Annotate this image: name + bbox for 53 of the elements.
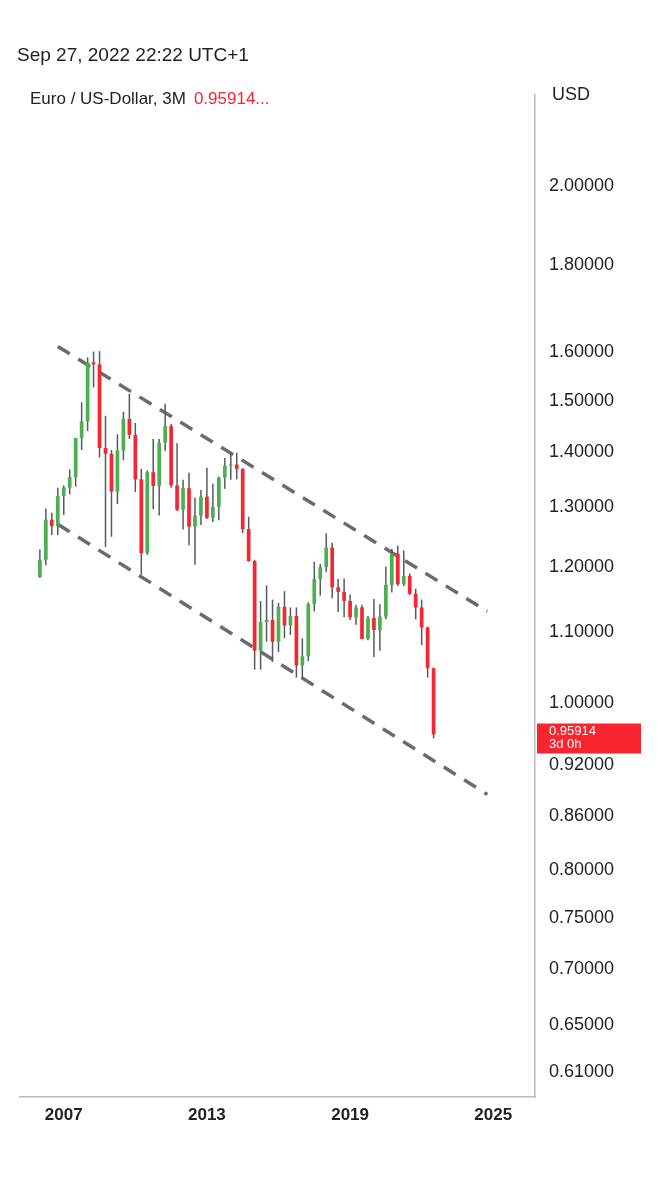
candlestick: [324, 532, 329, 573]
y-tick-label: 1.00000: [549, 692, 615, 713]
x-tick-label: 2013: [188, 1104, 226, 1124]
candlestick: [61, 484, 66, 516]
y-tick-label: 0.70000: [549, 958, 615, 979]
candlestick: [151, 438, 156, 510]
candlestick: [407, 572, 412, 596]
candlestick: [228, 453, 233, 481]
y-tick-label: 1.50000: [549, 389, 615, 410]
y-tick-label: 0.92000: [549, 754, 615, 775]
y-axis-title: USD: [552, 84, 591, 105]
y-tick-label: 1.40000: [549, 441, 615, 462]
y-tick-label: 0.61000: [549, 1061, 615, 1082]
candlestick: [181, 479, 185, 531]
y-tick-label: 0.80000: [549, 858, 615, 879]
candlestick: [199, 489, 203, 526]
candlestick: [342, 577, 346, 619]
candlestick: [193, 497, 197, 566]
y-tick-label: 0.75000: [549, 906, 615, 927]
candlestick: [419, 598, 424, 646]
text: 0.95914: [549, 722, 596, 738]
candlestick: [234, 451, 239, 481]
x-tick-label: 2025: [474, 1104, 513, 1124]
text: 3d 0h: [549, 735, 582, 751]
candlestick: [163, 402, 167, 452]
candlestick: [378, 603, 382, 652]
chart-subtitle: Sep 27, 2022 22:22 UTC+1: [17, 44, 249, 66]
candlestick: [318, 563, 323, 597]
x-tick-label: 2007: [44, 1104, 83, 1124]
y-tick-label: 1.10000: [549, 621, 615, 642]
candlestick: [336, 578, 340, 613]
candlestick: [372, 598, 376, 658]
candlestick: [67, 468, 72, 496]
candlestick: [205, 467, 209, 520]
candlestick: [366, 615, 370, 642]
candlestick: [38, 548, 42, 579]
candlestick: [354, 604, 358, 626]
candlestick: [401, 549, 406, 587]
candlestick: [348, 593, 352, 621]
x-tick-label: 2019: [331, 1104, 369, 1124]
annotation: 0.95914...: [193, 89, 270, 108]
candlestick: [222, 457, 227, 490]
y-tick-label: 0.65000: [549, 1013, 615, 1034]
y-tick-label: 0.86000: [549, 804, 615, 825]
y-tick-label: 1.80000: [549, 253, 615, 274]
candlestick: [413, 587, 418, 621]
y-tick-label: 1.60000: [549, 341, 615, 362]
y-tick-label: 1.30000: [549, 496, 615, 517]
chart-title: Euro / US-Dollar, 3M: [30, 89, 186, 108]
candlestick: [211, 482, 215, 523]
candlestick: [49, 511, 54, 536]
y-tick-label: 2.00000: [549, 174, 615, 195]
y-tick-label: 1.20000: [549, 556, 615, 577]
